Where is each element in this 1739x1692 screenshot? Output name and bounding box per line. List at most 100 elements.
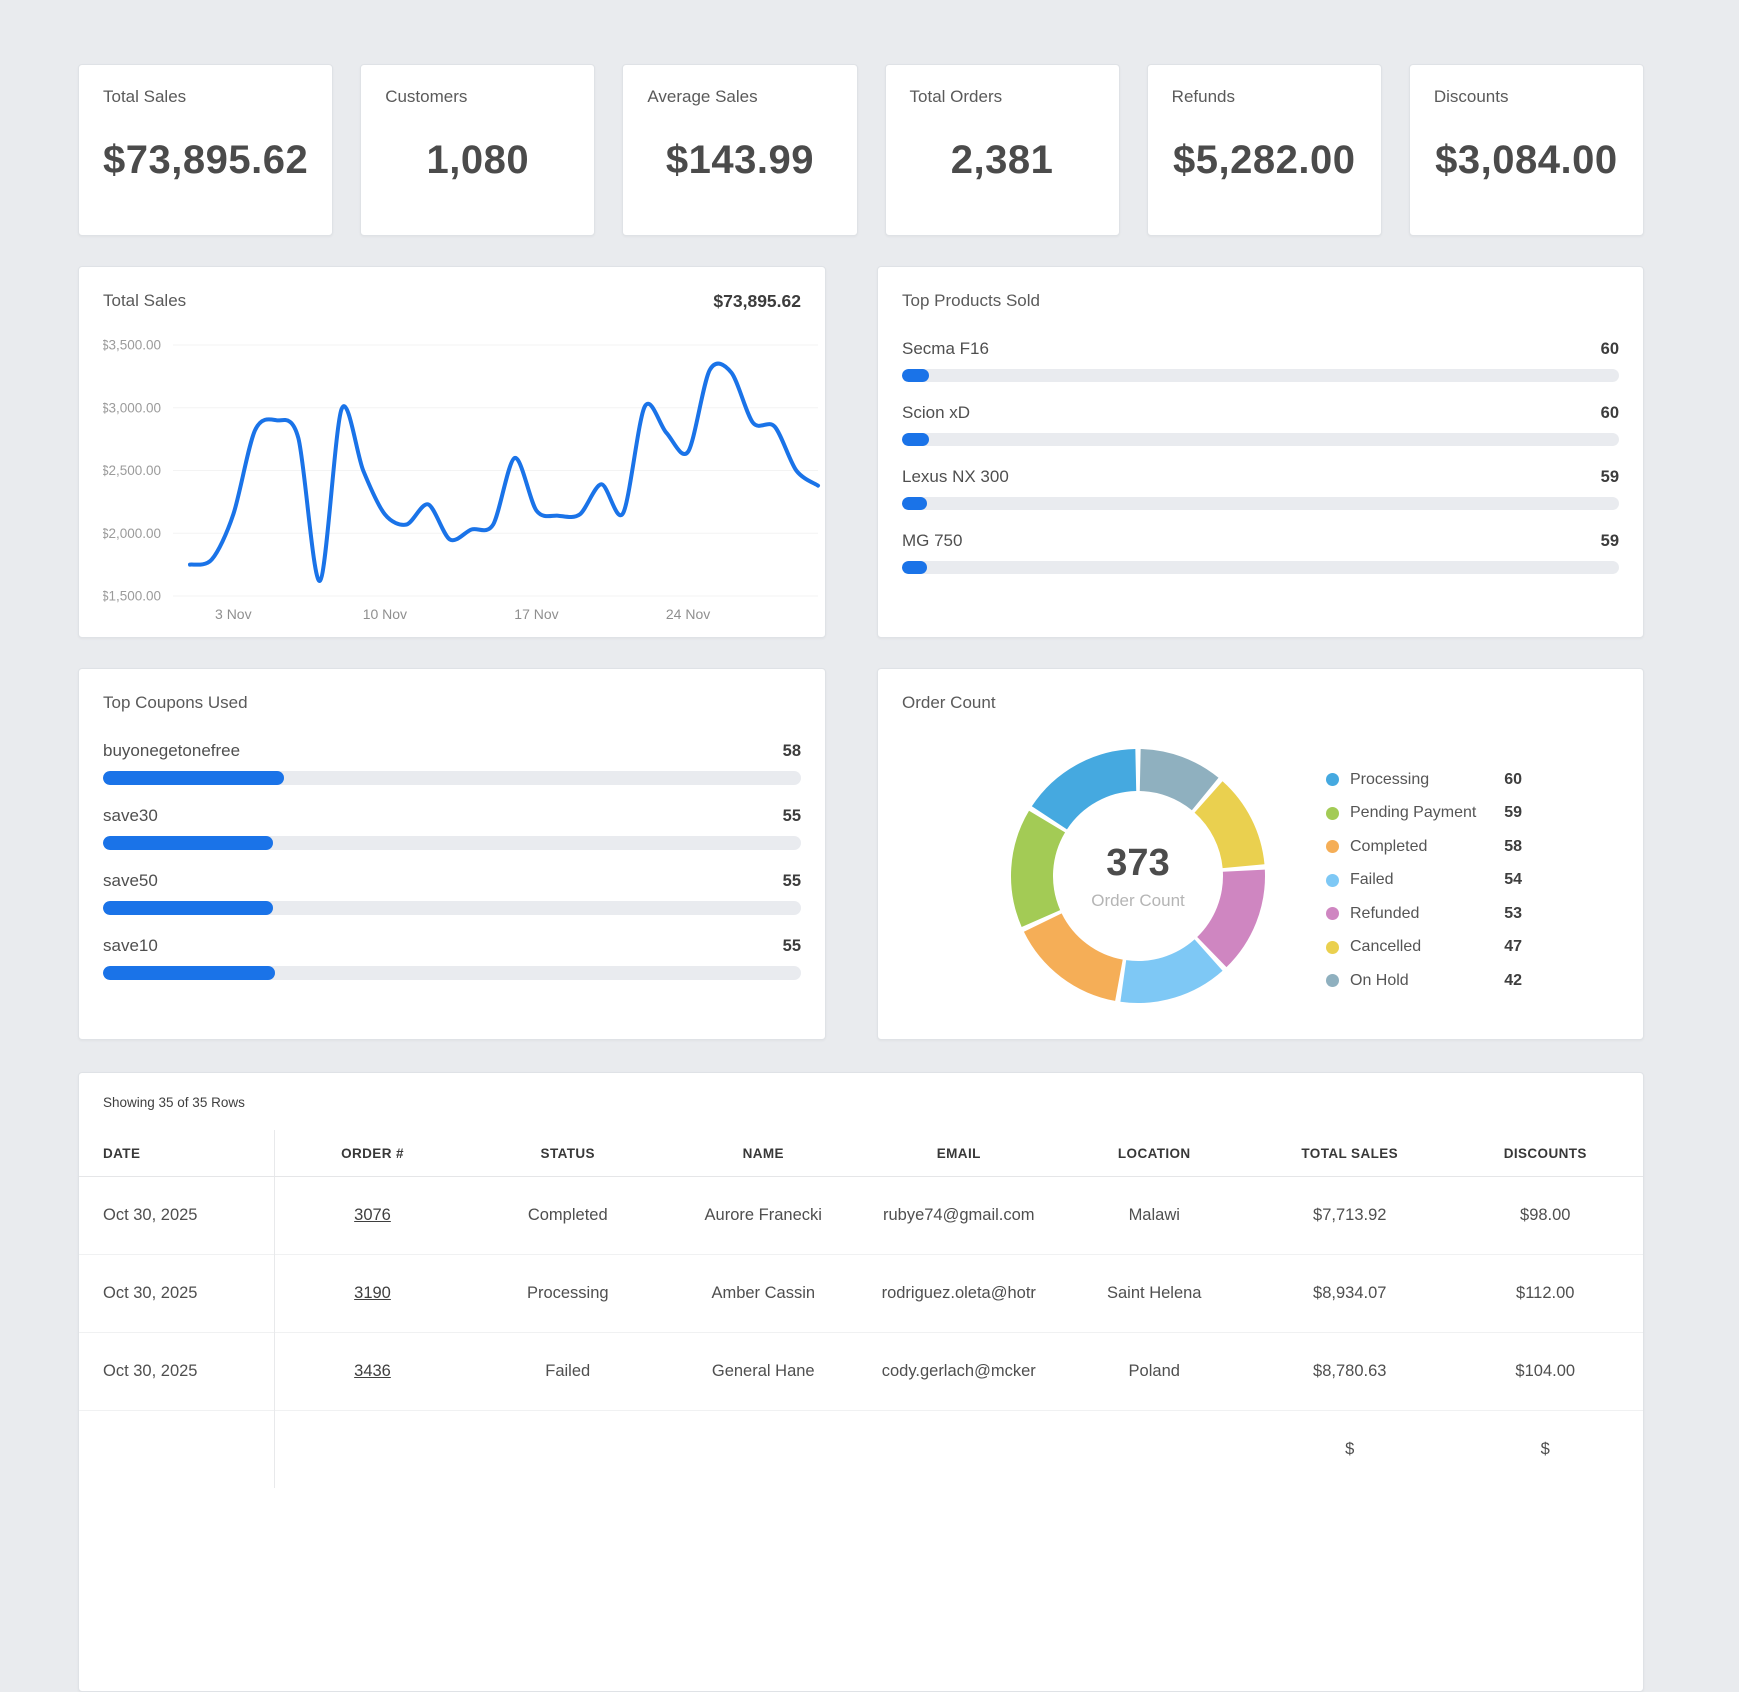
bar-list-item-save10: save10 55 bbox=[103, 936, 801, 980]
bar-fill bbox=[902, 433, 929, 446]
cell-location: Poland bbox=[1056, 1332, 1252, 1411]
stat-card-value: $143.99 bbox=[665, 137, 814, 182]
cell-discounts: $ bbox=[1447, 1410, 1643, 1488]
x-axis-tick-label: 3 Nov bbox=[215, 606, 252, 622]
cell-location: Saint Helena bbox=[1056, 1254, 1252, 1333]
stat-card-value: $3,084.00 bbox=[1435, 137, 1618, 182]
legend-item-cancelled[interactable]: Cancelled 47 bbox=[1326, 931, 1522, 965]
cell-email: cody.gerlach@mcker bbox=[861, 1332, 1057, 1411]
table-col-header-status: STATUS bbox=[470, 1130, 666, 1177]
y-axis-tick-label: $3,000.00 bbox=[103, 400, 161, 415]
donut-chart-canvas bbox=[1011, 749, 1265, 1003]
legend-item-value: 54 bbox=[1504, 871, 1522, 889]
x-axis-tick-label: 24 Nov bbox=[666, 606, 710, 622]
stat-card-total-orders: Total Orders 2,381 bbox=[884, 64, 1120, 236]
order-number-link[interactable]: 3076 bbox=[354, 1206, 391, 1224]
bar-list-item-buyonegetonefree: buyonegetonefree 58 bbox=[103, 741, 801, 785]
cell-date: Oct 30, 2025 bbox=[79, 1176, 275, 1255]
stat-card-refunds: Refunds $5,282.00 bbox=[1146, 64, 1382, 236]
legend-item-completed[interactable]: Completed 58 bbox=[1326, 830, 1522, 864]
legend-item-label: Refunded bbox=[1350, 904, 1420, 922]
legend-item-processing[interactable]: Processing 60 bbox=[1326, 763, 1522, 797]
cell-discounts: $112.00 bbox=[1447, 1254, 1643, 1333]
bar-item-name: Lexus NX 300 bbox=[902, 467, 1009, 486]
orders-table: DATE ORDER # STATUS NAME EMAIL LOCATION TOTAL … bbox=[79, 1130, 1643, 1488]
bar-fill bbox=[103, 901, 274, 915]
table-col-header-date: DATE bbox=[79, 1130, 275, 1177]
cell-total_sales: $8,780.63 bbox=[1252, 1332, 1448, 1411]
cell-status: Processing bbox=[470, 1254, 666, 1333]
bar-track bbox=[902, 561, 1619, 574]
legend-item-label: Cancelled bbox=[1350, 938, 1422, 956]
table-row: Oct 30, 2025 3436 Failed General Hane cody.g… bbox=[79, 1332, 1643, 1411]
cell-date: Oct 30, 2025 bbox=[79, 1332, 275, 1411]
legend-dot bbox=[1326, 940, 1339, 954]
cell-name: General Hane bbox=[665, 1332, 861, 1411]
stat-card-total-sales: Total Sales $73,895.62 bbox=[78, 64, 334, 236]
bar-track bbox=[902, 369, 1619, 382]
total-sales-chart-total: $73,895.62 bbox=[713, 291, 801, 311]
legend-item-label: Failed bbox=[1350, 871, 1394, 889]
x-axis-tick-label: 17 Nov bbox=[514, 606, 558, 622]
bar-fill bbox=[103, 966, 275, 980]
legend-item-value: 58 bbox=[1504, 837, 1522, 855]
cell-order bbox=[274, 1410, 470, 1488]
bar-fill bbox=[103, 771, 285, 785]
stat-card-value: 1,080 bbox=[426, 137, 530, 182]
bar-fill bbox=[902, 369, 929, 382]
legend-item-on-hold[interactable]: On Hold 42 bbox=[1326, 964, 1522, 998]
bar-list-item-scion-xd: Scion xD 60 bbox=[902, 403, 1619, 446]
donut-segment-failed bbox=[1120, 938, 1223, 1003]
total-sales-line-series bbox=[188, 361, 820, 583]
top-products-card: Top Products Sold Secma F16 60 Scion xD 60 L… bbox=[877, 266, 1644, 638]
legend-item-value: 60 bbox=[1504, 770, 1522, 788]
legend-item-pending-payment[interactable]: Pending Payment 59 bbox=[1326, 797, 1522, 831]
bar-item-value: 55 bbox=[782, 807, 801, 825]
table-col-header-name: NAME bbox=[665, 1130, 861, 1177]
stat-card-label: Refunds bbox=[1171, 87, 1235, 106]
order-count-title: Order Count bbox=[902, 693, 996, 712]
legend-item-label: Completed bbox=[1350, 837, 1428, 855]
legend-item-failed[interactable]: Failed 54 bbox=[1326, 864, 1522, 898]
table-row: Oct 30, 2025 3076 Completed Aurore Franecki… bbox=[79, 1176, 1643, 1255]
legend-item-label: On Hold bbox=[1350, 971, 1409, 989]
donut-segment-completed bbox=[1023, 912, 1124, 1001]
bar-item-name: MG 750 bbox=[902, 531, 963, 550]
bar-list-item-lexus-nx-300: Lexus NX 300 59 bbox=[902, 467, 1619, 510]
legend-item-refunded[interactable]: Refunded 53 bbox=[1326, 897, 1522, 931]
bar-item-name: Secma F16 bbox=[902, 339, 989, 358]
table-row: $ $ bbox=[79, 1410, 1643, 1488]
stat-card-label: Total Orders bbox=[909, 87, 1003, 106]
y-axis-tick-label: $2,000.00 bbox=[103, 526, 161, 541]
bar-list-item-mg-750: MG 750 59 bbox=[902, 531, 1619, 574]
top-coupons-card: Top Coupons Used buyonegetonefree 58 save3… bbox=[78, 668, 826, 1040]
bar-item-value: 58 bbox=[782, 742, 801, 760]
bar-item-name: save50 bbox=[103, 871, 158, 890]
stat-card-label: Discounts bbox=[1433, 87, 1509, 106]
bar-track bbox=[103, 836, 801, 850]
legend-item-value: 59 bbox=[1504, 804, 1522, 822]
cell-location: Malawi bbox=[1128, 1206, 1180, 1224]
bar-track bbox=[103, 966, 801, 980]
cell-location bbox=[1056, 1410, 1252, 1488]
top-coupons-title: Top Coupons Used bbox=[103, 693, 248, 712]
bar-item-value: 55 bbox=[782, 872, 801, 890]
table-col-header-total-sales: TOTAL SALES bbox=[1252, 1130, 1448, 1177]
cell-total_sales: $7,713.92 bbox=[1313, 1206, 1387, 1224]
order-number-link[interactable]: 3436 bbox=[354, 1362, 391, 1380]
top-coupons-list: buyonegetonefree 58 save30 55 save50 55 save10… bbox=[79, 713, 825, 980]
bar-item-value: 60 bbox=[1600, 340, 1619, 358]
legend-item-label: Processing bbox=[1350, 770, 1430, 788]
bar-item-name: save10 bbox=[103, 936, 158, 955]
stat-card-value: $5,282.00 bbox=[1173, 137, 1356, 182]
bar-item-name: Scion xD bbox=[902, 403, 971, 422]
order-number-link[interactable]: 3190 bbox=[354, 1284, 391, 1302]
cell-name: Aurore Franecki bbox=[704, 1206, 822, 1224]
stat-card-label: Total Sales bbox=[103, 87, 187, 106]
stat-card-label: Average Sales bbox=[647, 87, 758, 106]
cell-total_sales: $ bbox=[1252, 1410, 1448, 1488]
table-col-header-discounts: DISCOUNTS bbox=[1447, 1130, 1643, 1177]
stat-card-customers: Customers 1,080 bbox=[360, 64, 596, 236]
stat-card-label: Customers bbox=[385, 87, 468, 106]
dashboard-page: Total Sales $73,895.62 Customers 1,080 Avera… bbox=[78, 0, 1644, 1692]
